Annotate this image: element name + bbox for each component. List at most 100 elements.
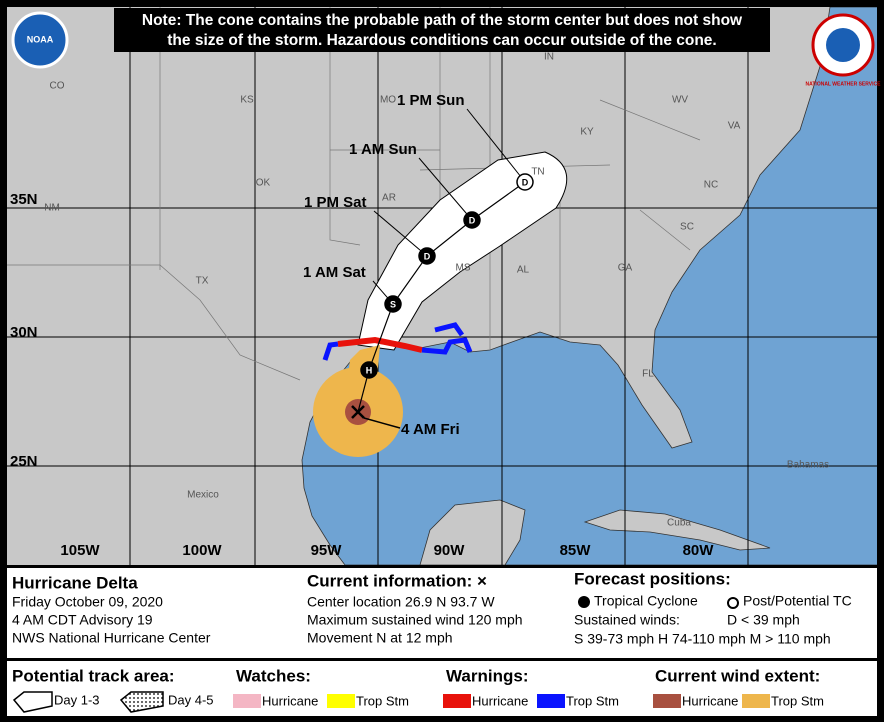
region-label: IN: [544, 52, 554, 63]
legend-swatch: [537, 694, 565, 708]
longitude-label: 105W: [60, 542, 100, 559]
noaa-text: NOAA: [27, 34, 54, 44]
storm-line: 4 AM CDT Advisory 19: [12, 612, 153, 628]
longitude-label: 100W: [182, 542, 222, 559]
forecast-ptc: Post/Potential TC: [743, 593, 852, 609]
longitude-label: 80W: [683, 542, 715, 559]
region-label: KS: [240, 95, 254, 106]
winds-d: D < 39 mph: [727, 612, 800, 628]
time-label: 1 PM Sun: [397, 92, 465, 109]
current-title: Current information: ×: [307, 571, 487, 590]
region-label: Mexico: [187, 490, 219, 501]
ptc-symbol: [727, 597, 739, 609]
latitude-label: 35N: [10, 191, 38, 208]
longitude-label: 85W: [560, 542, 592, 559]
time-label: 1 AM Sat: [303, 264, 366, 281]
day13-swatch: [12, 691, 53, 713]
forecast-point: [418, 247, 436, 265]
current-line: Movement N at 12 mph: [307, 630, 453, 646]
hu-warning: [337, 336, 423, 353]
leader-line: [418, 157, 473, 221]
region-label: Cuba: [667, 518, 691, 529]
legend-item: Hurricane: [682, 693, 738, 708]
legend-title: Potential track area:: [12, 666, 175, 685]
forecast-tc: Tropical Cyclone: [594, 593, 698, 609]
region-label: AR: [382, 193, 396, 204]
nws-text: NATIONAL WEATHER SERVICE: [806, 81, 882, 87]
region-label: GA: [618, 263, 633, 274]
info-panel: [7, 568, 877, 658]
point-symbol: D: [469, 215, 476, 225]
winds-scale: S 39-73 mph H 74-110 mph M > 110 mph: [574, 631, 831, 647]
legend-item: Trop Stm: [771, 693, 824, 708]
time-label: 4 AM Fri: [401, 421, 460, 438]
nws-logo-core: [826, 28, 860, 62]
point-symbol: S: [390, 299, 396, 309]
legend-swatch: [327, 694, 355, 708]
region-label: MS: [456, 263, 471, 274]
leader-line: [466, 108, 526, 183]
region-label: NM: [44, 203, 60, 214]
winds-title: Sustained winds:: [574, 612, 680, 628]
legend-title: Current wind extent:: [655, 666, 820, 685]
longitude-label: 95W: [311, 542, 343, 559]
note-line: the size of the storm. Hazardous conditi…: [167, 32, 716, 49]
note-line: Note: The cone contains the probable pat…: [142, 12, 743, 29]
legend-item: Trop Stm: [356, 693, 409, 708]
legend-item: Hurricane: [262, 693, 318, 708]
region-label: KY: [580, 127, 594, 138]
legend-swatch: [233, 694, 261, 708]
current-line: Center location 26.9 N 93.7 W: [307, 594, 495, 610]
legend-swatch: [443, 694, 471, 708]
ts-warning: [322, 341, 339, 361]
yucatan: [419, 499, 526, 565]
legend-title: Warnings:: [446, 666, 528, 685]
legend-swatch: [653, 694, 681, 708]
forecast-title: Forecast positions:: [574, 569, 731, 588]
legend-swatch: [742, 694, 770, 708]
region-label: SC: [680, 222, 694, 233]
region-label: NC: [704, 180, 718, 191]
forecast-point: [384, 295, 402, 313]
legend-item: Hurricane: [472, 693, 528, 708]
legend-title: Watches:: [236, 666, 311, 685]
latitude-label: 25N: [10, 453, 38, 470]
map: [7, 7, 877, 565]
forecast-point: [360, 361, 378, 379]
current-line: Maximum sustained wind 120 mph: [307, 612, 523, 628]
cuba: [583, 509, 771, 551]
storm-line: Friday October 09, 2020: [12, 594, 163, 610]
note-box: [114, 8, 770, 52]
region-label: VA: [728, 121, 741, 132]
forecast-point: [463, 211, 481, 229]
region-label: TX: [196, 276, 209, 287]
legend-item: Day 1-3: [54, 692, 100, 707]
leader-line: [373, 210, 428, 257]
current-position: [351, 405, 365, 419]
noaa-logo: [11, 11, 69, 69]
region-label: WV: [672, 95, 688, 106]
latitude-label: 30N: [10, 324, 38, 341]
point-symbol: H: [366, 365, 373, 375]
time-label: 1 PM Sat: [304, 194, 367, 211]
region-label: Bahamas: [787, 460, 829, 471]
leader-line: [363, 417, 401, 429]
legend-item: Day 4-5: [168, 692, 214, 707]
storm-title: Hurricane Delta: [12, 573, 138, 592]
longitude-label: 90W: [434, 542, 466, 559]
storm-line: NWS National Hurricane Center: [12, 630, 211, 646]
cone-day13: [357, 151, 568, 351]
region-label: CO: [50, 81, 65, 92]
ts-warning: [421, 322, 473, 355]
region-label: TN: [531, 167, 544, 178]
region-label: FL: [642, 369, 654, 380]
tc-symbol: [578, 596, 590, 608]
forecast-point: [516, 173, 534, 191]
day45-swatch: [119, 691, 164, 713]
point-symbol: D: [424, 251, 431, 261]
legend-item: Trop Stm: [566, 693, 619, 708]
region-label: OK: [256, 178, 271, 189]
region-label: AL: [517, 265, 530, 276]
